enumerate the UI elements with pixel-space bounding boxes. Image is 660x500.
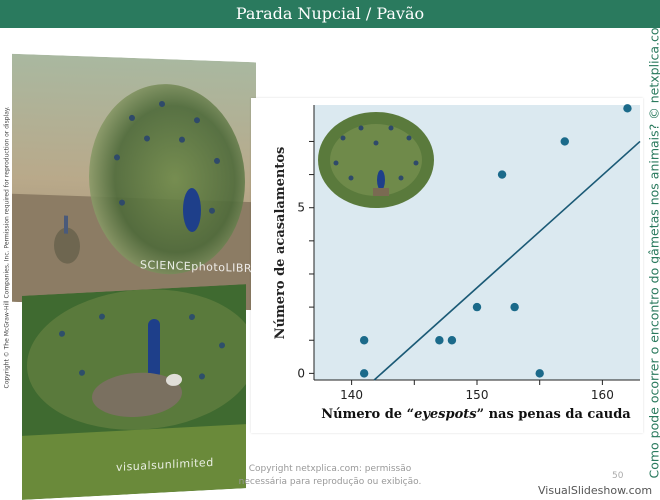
axis-title-y: Número de acasalamentos: [273, 147, 288, 340]
x-tick-label: 160: [591, 388, 614, 402]
data-point: [497, 170, 507, 179]
data-point: [535, 369, 544, 378]
x-tick-label: 140: [340, 388, 363, 402]
slide-title: Parada Nupcial / Pavão: [0, 0, 660, 28]
data-points: [359, 104, 632, 378]
data-point: [359, 336, 369, 345]
y-tick-label: 5: [297, 201, 305, 215]
side-question: Como pode ocorrer o encontro do gâmetas …: [646, 15, 660, 479]
peacock-photo-bottom: visualsunlimited: [22, 284, 246, 500]
data-point: [447, 336, 457, 345]
copyright-vertical: Copyright © The McGraw-Hill Companies, I…: [3, 106, 11, 389]
data-point: [435, 336, 444, 345]
peacock-illustration: [318, 112, 434, 208]
x-tick-label: 150: [466, 388, 489, 402]
page-number: 50: [612, 471, 624, 481]
axis-title-x: Número de “eyespots” nas penas da cauda: [321, 407, 631, 422]
peacock-photo-top: SCIENCEphotoLIBRARY: [12, 53, 256, 311]
chart-panel: 140 150 160 0 5 Número de acasalamentos Núme…: [251, 98, 643, 433]
data-point: [560, 137, 569, 146]
y-tick-label: 0: [297, 366, 305, 380]
regression-line: [373, 140, 641, 381]
scatter-chart: 140 150 160 0 5 Número de acasalamentos Núme…: [273, 104, 641, 422]
fit-line: [373, 140, 641, 381]
brand-watermark: VisualSlideshow.com: [538, 484, 653, 497]
data-point: [510, 302, 519, 312]
footer-copyright-line1: Copyright netxplica.com: permissão: [248, 464, 412, 474]
footer-copyright: Copyright netxplica.com: permissão neces…: [200, 463, 460, 489]
data-point: [359, 369, 369, 378]
data-point: [623, 104, 632, 113]
axes: 140 150 160 0 5: [297, 105, 640, 402]
data-point: [472, 302, 482, 312]
footer-copyright-line2: necessária para reprodução ou exibição.: [238, 477, 422, 487]
